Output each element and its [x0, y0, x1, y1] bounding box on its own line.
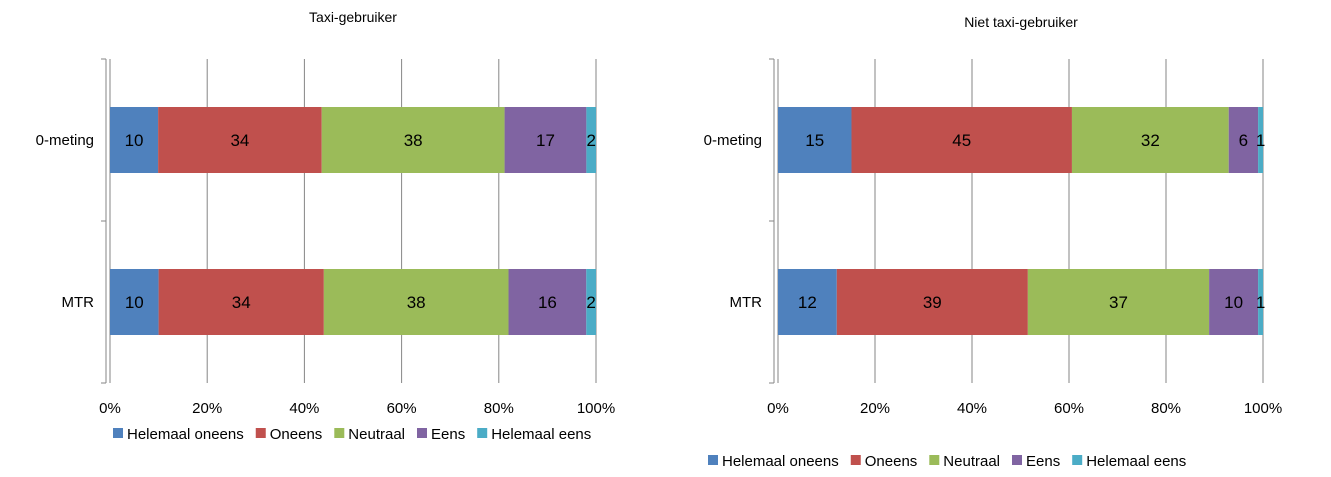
chart-title: Niet taxi-gebruiker	[964, 14, 1078, 30]
data-label: 16	[538, 293, 557, 312]
x-tick-label: 60%	[1054, 400, 1084, 417]
category-label: MTR	[730, 294, 763, 311]
data-label: 10	[125, 131, 144, 150]
legend-entry: Eens	[431, 426, 465, 443]
bar-segment	[586, 107, 596, 173]
x-tick-label: 80%	[1151, 400, 1181, 417]
x-tick-label: 60%	[387, 400, 417, 417]
data-label: 1	[1256, 293, 1265, 312]
bar-segment	[1258, 269, 1263, 335]
legend-swatch	[417, 428, 427, 438]
legend-swatch	[477, 428, 488, 438]
data-label: 34	[230, 131, 249, 150]
bar-segment	[110, 269, 159, 335]
data-label: 12	[798, 293, 817, 312]
data-label: 6	[1239, 131, 1248, 150]
legend-entry: Helemaal oneens	[722, 453, 839, 470]
data-label: 2	[586, 131, 595, 150]
bar-segment	[586, 269, 596, 335]
bar-segment	[1258, 107, 1263, 173]
bar-segment	[158, 107, 322, 173]
legend-entry: Neutraal	[348, 426, 405, 443]
legend-swatch	[708, 455, 718, 465]
x-tick-label: 100%	[577, 400, 615, 417]
legend-swatch	[113, 428, 123, 438]
legend: Helemaal oneens Oneens Neutraal Eens Helemaa…	[113, 426, 591, 443]
data-label: 45	[952, 131, 971, 150]
legend-entry: Oneens	[865, 453, 918, 470]
bar-segment	[836, 269, 1028, 335]
x-tick-label: 0%	[99, 400, 121, 417]
bar-segment	[1027, 269, 1210, 335]
legend-entry: Helemaal oneens	[127, 426, 244, 443]
data-label: 37	[1109, 293, 1128, 312]
bar-segment	[321, 107, 505, 173]
data-label: 10	[1224, 293, 1243, 312]
bar-segment	[323, 269, 509, 335]
data-label: 10	[125, 293, 144, 312]
bar-segment	[778, 269, 837, 335]
bar-segment	[1209, 269, 1259, 335]
bar-segment	[508, 269, 587, 335]
data-label: 38	[404, 131, 423, 150]
chart-1: Taxi-gebruiker 0% 20% 40% 60% 80% 100% 10 34 38 17…	[36, 9, 616, 443]
x-tick-label: 100%	[1244, 400, 1282, 417]
x-tick-label: 40%	[289, 400, 319, 417]
category-label: MTR	[62, 294, 95, 311]
legend-swatch	[1072, 455, 1083, 465]
data-label: 32	[1141, 131, 1160, 150]
legend-swatch	[334, 428, 345, 438]
bar-segment	[158, 269, 324, 335]
chart-2: Niet taxi-gebruiker 0% 20% 40% 60% 80% 100% 15 4…	[704, 14, 1283, 470]
legend-entry: Oneens	[270, 426, 323, 443]
legend: Helemaal oneens Oneens Neutraal Eens Helemaa…	[708, 453, 1186, 470]
x-tick-label: 20%	[192, 400, 222, 417]
legend-swatch	[1012, 455, 1022, 465]
bar-segment	[1071, 107, 1229, 173]
category-label: 0-meting	[36, 132, 94, 149]
bar-segment	[110, 107, 159, 173]
x-tick-label: 40%	[957, 400, 987, 417]
bar-segment	[778, 107, 852, 173]
x-tick-label: 80%	[484, 400, 514, 417]
legend-entry: Helemaal eens	[491, 426, 591, 443]
data-label: 17	[536, 131, 555, 150]
legend-swatch	[255, 428, 266, 438]
bar-segment	[504, 107, 587, 173]
legend-entry: Eens	[1026, 453, 1060, 470]
legend-swatch	[850, 455, 861, 465]
legend-entry: Neutraal	[943, 453, 1000, 470]
x-tick-label: 20%	[860, 400, 890, 417]
bar-segment	[1228, 107, 1259, 173]
data-label: 38	[407, 293, 426, 312]
x-tick-label: 0%	[767, 400, 789, 417]
legend-swatch	[929, 455, 940, 465]
legend-entry: Helemaal eens	[1086, 453, 1186, 470]
data-label: 34	[232, 293, 251, 312]
data-label: 1	[1256, 131, 1265, 150]
category-label: 0-meting	[704, 132, 762, 149]
data-label: 15	[805, 131, 824, 150]
data-label: 39	[923, 293, 942, 312]
data-label: 2	[586, 293, 595, 312]
chart-title: Taxi-gebruiker	[309, 9, 397, 25]
bar-segment	[851, 107, 1072, 173]
